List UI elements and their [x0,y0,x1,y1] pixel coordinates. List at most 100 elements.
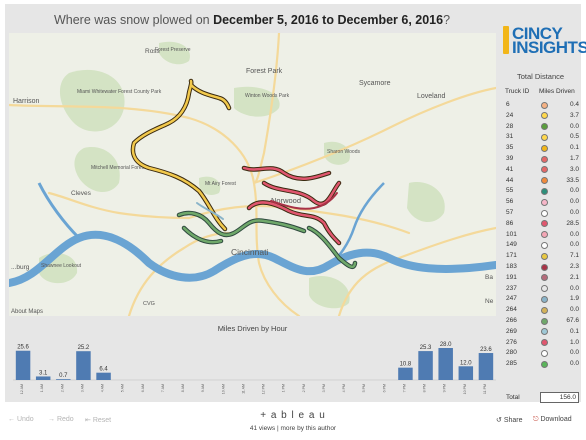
undo-icon: ← [8,416,17,423]
table-row[interactable]: 280 0.0 [500,348,581,358]
truck-color-swatch-icon [541,317,548,325]
download-label: Download [540,416,572,423]
undo-label: Undo [16,416,34,423]
hour-tick-label: 1 AM [40,384,44,392]
hour-bar[interactable] [398,367,413,380]
undo-button[interactable]: ← Undo [8,416,34,423]
hour-tick-label: 4 AM [101,384,105,392]
miles-driven: 3.0 [569,165,579,173]
truck-distance-table: Total Distance Truck ID Miles Driven 6 0.… [500,70,581,406]
table-row[interactable]: 269 0.1 [500,327,581,337]
bar-value-label: 12.0 [460,360,472,366]
hour-bar[interactable] [458,366,474,380]
table-row[interactable]: 247 1.9 [500,294,581,304]
table-row[interactable]: 6 0.4 [500,100,581,110]
truck-color-swatch-icon [541,328,548,336]
table-row[interactable]: 39 1.7 [500,154,581,164]
map-label-cleves: Cleves [71,190,92,197]
download-icon: ⎋ [533,416,541,423]
hour-tick-label: 8 AM [181,384,185,392]
hour-tick-label: 11 PM [483,384,487,394]
hour-bar[interactable] [15,350,31,380]
redo-icon: → [48,416,57,423]
hourly-bars: 25.6 12 AM 3.1 1 AM 0.7 2 AM 25.2 3 AM 6.4 4 AM 5 … [13,342,496,394]
bar-value-label: 6.4 [99,367,108,373]
miles-driven: 1.0 [569,338,579,346]
miles-driven: 0.0 [569,209,579,216]
truck-color-swatch-icon [541,155,548,163]
truck-color-swatch-icon [541,133,548,141]
map-label-mitchell-forest: Mitchell Memorial Forest [91,165,146,171]
hour-bar[interactable] [96,372,111,380]
hour-bar[interactable] [35,376,51,380]
hour-tick-label: 12 PM [262,384,266,394]
bar-value-label: 25.3 [420,345,432,351]
bar-value-label: 25.6 [17,345,29,351]
map-label-burg: ...burg [11,264,30,271]
truck-color-swatch-icon [541,295,548,303]
truck-color-swatch-icon [541,166,548,174]
map-label-ne: Ne [485,298,494,305]
table-row[interactable]: 191 2.1 [500,273,581,283]
truck-color-swatch-icon [541,306,548,314]
hour-tick-label: 8 PM [423,384,427,392]
snow-plow-map[interactable]: Ross Forest Park Sycamore Harrison Lovel… [9,33,496,316]
table-row[interactable]: 237 0.0 [500,284,581,294]
table-row[interactable]: 35 0.1 [500,143,581,153]
miles-driven: 0.1 [569,144,579,152]
miles-driven: 3.7 [569,111,579,119]
table-row[interactable]: 86 28.5 [500,219,581,229]
truck-id: 237 [506,284,517,292]
miles-driven: 0.0 [569,349,579,357]
dashboard-title: Where was snow plowed on December 5, 201… [5,13,499,27]
map-attribution[interactable]: About Maps [11,309,43,315]
table-row[interactable]: 41 3.0 [500,165,581,175]
hour-bar[interactable] [438,348,453,380]
share-button[interactable]: ↺ Share [496,416,523,424]
table-row[interactable]: 28 0.0 [500,122,581,132]
redo-button[interactable]: → Redo [48,416,74,423]
miles-driven: 0.0 [569,241,579,249]
map-label-loveland: Loveland [417,93,446,100]
table-row[interactable]: 56 0.0 [500,197,581,207]
table-row[interactable]: 31 0.5 [500,132,581,142]
hour-tick-label: 12 AM [20,384,24,394]
table-row[interactable]: 44 33.5 [500,176,581,186]
table-row[interactable]: 264 0.0 [500,305,581,315]
truck-color-swatch-icon [541,123,548,131]
truck-id: 86 [506,219,514,227]
hour-tick-label: 1 PM [282,384,286,392]
view-count[interactable]: 41 views | more by this author [249,425,337,432]
table-row[interactable]: 149 0.0 [500,240,581,250]
cincy-insights-logo[interactable]: CINCY INSIGHTS [500,24,586,57]
table-row[interactable]: 57 0.0 [500,208,581,218]
miles-driven: 67.6 [566,317,579,324]
miles-driven: 0.1 [569,327,579,335]
map-label-sycamore: Sycamore [359,80,391,87]
hour-bar[interactable] [418,351,433,380]
table-row[interactable]: 285 0.0 [500,359,581,369]
hour-bar[interactable] [478,353,494,380]
table-row[interactable]: 276 1.0 [500,338,581,348]
miles-driven: 0.0 [569,198,579,206]
table-row[interactable]: 55 0.0 [500,186,581,196]
hour-bar[interactable] [76,351,91,380]
table-row[interactable]: 24 3.7 [500,111,581,121]
hour-tick-label: 9 PM [443,384,447,392]
table-row[interactable]: 266 67.6 [500,316,581,326]
table-row[interactable]: 171 7.1 [500,251,581,261]
tableau-brand[interactable]: + a b l e a u [260,410,326,421]
miles-driven: 28.5 [566,219,579,227]
map-canvas[interactable]: Ross Forest Park Sycamore Harrison Lovel… [9,33,496,316]
download-button[interactable]: ⎋ Download [533,416,572,424]
hour-bar[interactable] [56,379,71,380]
truck-color-swatch-icon [541,285,548,293]
truck-color-swatch-icon [541,112,548,120]
miles-driven: 0.5 [569,133,579,141]
truck-id: 39 [506,155,514,162]
bar-value-label: 0.7 [59,373,68,379]
truck-id: 171 [506,252,517,260]
reset-button[interactable]: ⇤ Reset [85,416,111,424]
table-row[interactable]: 101 0.0 [500,230,581,240]
table-row[interactable]: 183 2.3 [500,262,581,272]
